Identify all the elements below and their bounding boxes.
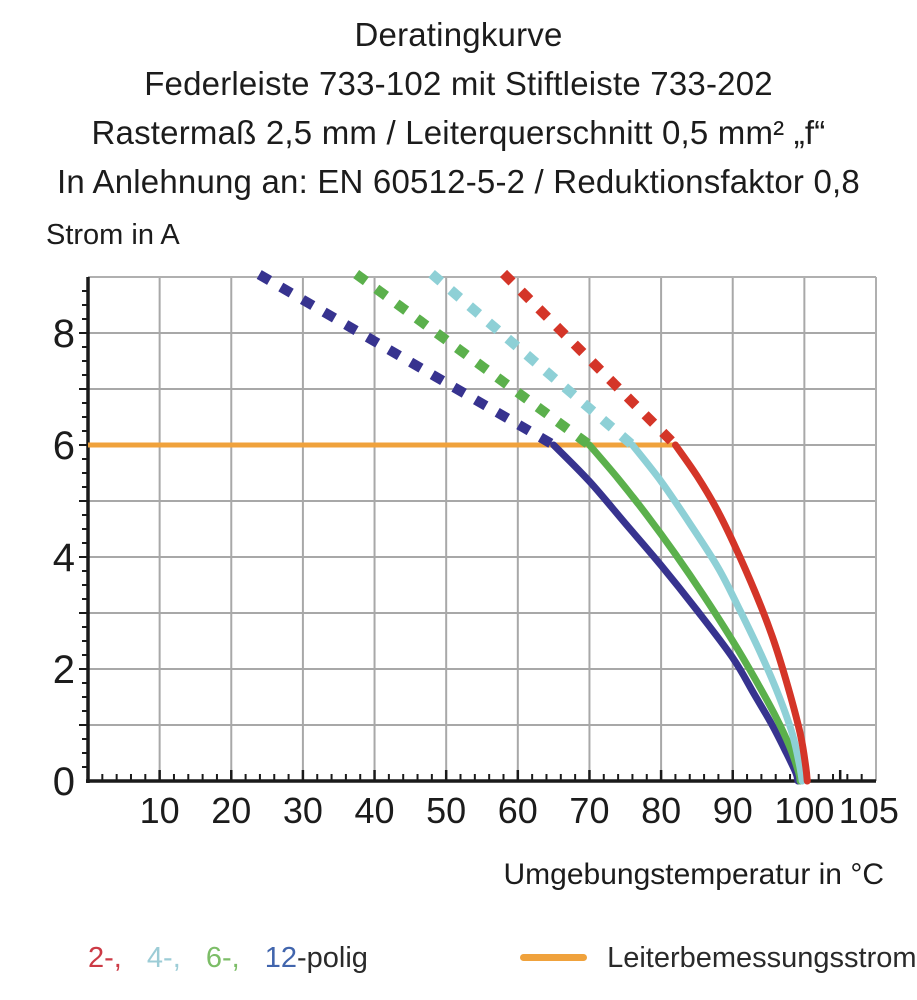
reference-line-swatch [520, 953, 587, 961]
svg-text:8: 8 [53, 312, 75, 356]
chart-subtitle-specs: Rastermaß 2,5 mm / Leiterquerschnitt 0,5… [91, 114, 826, 151]
svg-text:60: 60 [498, 790, 538, 831]
svg-text:2: 2 [53, 648, 75, 692]
chart-title-block: Deratingkurve Federleiste 733-102 mit St… [0, 10, 917, 206]
svg-text:90: 90 [713, 790, 753, 831]
svg-text:30: 30 [283, 790, 323, 831]
svg-text:20: 20 [211, 790, 251, 831]
svg-text:50: 50 [426, 790, 466, 831]
reference-line-label: Leiterbemessungsstrom [607, 942, 917, 974]
svg-text:80: 80 [641, 790, 681, 831]
chart-subtitle-standard: In Anlehnung an: EN 60512-5-2 / Reduktio… [57, 163, 860, 200]
legend-poles-suffix: -polig [296, 942, 368, 974]
svg-text:105: 105 [839, 790, 899, 831]
legend-2-pole: 2-, [88, 942, 122, 974]
x-axis-title: Umgebungstemperatur in °C [503, 858, 884, 891]
svg-text:10: 10 [140, 790, 180, 831]
y-axis-title: Strom in A [46, 219, 180, 251]
legend-poles: 2-, 4-, 6-, 12-polig [88, 942, 368, 975]
svg-text:4: 4 [53, 536, 75, 580]
svg-text:100: 100 [774, 790, 834, 831]
chart-title: Deratingkurve [354, 16, 563, 53]
legend-reference: Leiterbemessungsstrom [520, 942, 917, 975]
svg-text:40: 40 [355, 790, 395, 831]
chart-subtitle-products: Federleiste 733-102 mit Stiftleiste 733-… [144, 65, 773, 102]
legend-12-pole: 12 [264, 942, 297, 974]
legend-6-pole: 6-, [205, 942, 240, 974]
svg-text:0: 0 [53, 760, 75, 804]
svg-text:70: 70 [569, 790, 609, 831]
legend-4-pole: 4-, [146, 942, 181, 974]
svg-text:6: 6 [53, 424, 75, 468]
